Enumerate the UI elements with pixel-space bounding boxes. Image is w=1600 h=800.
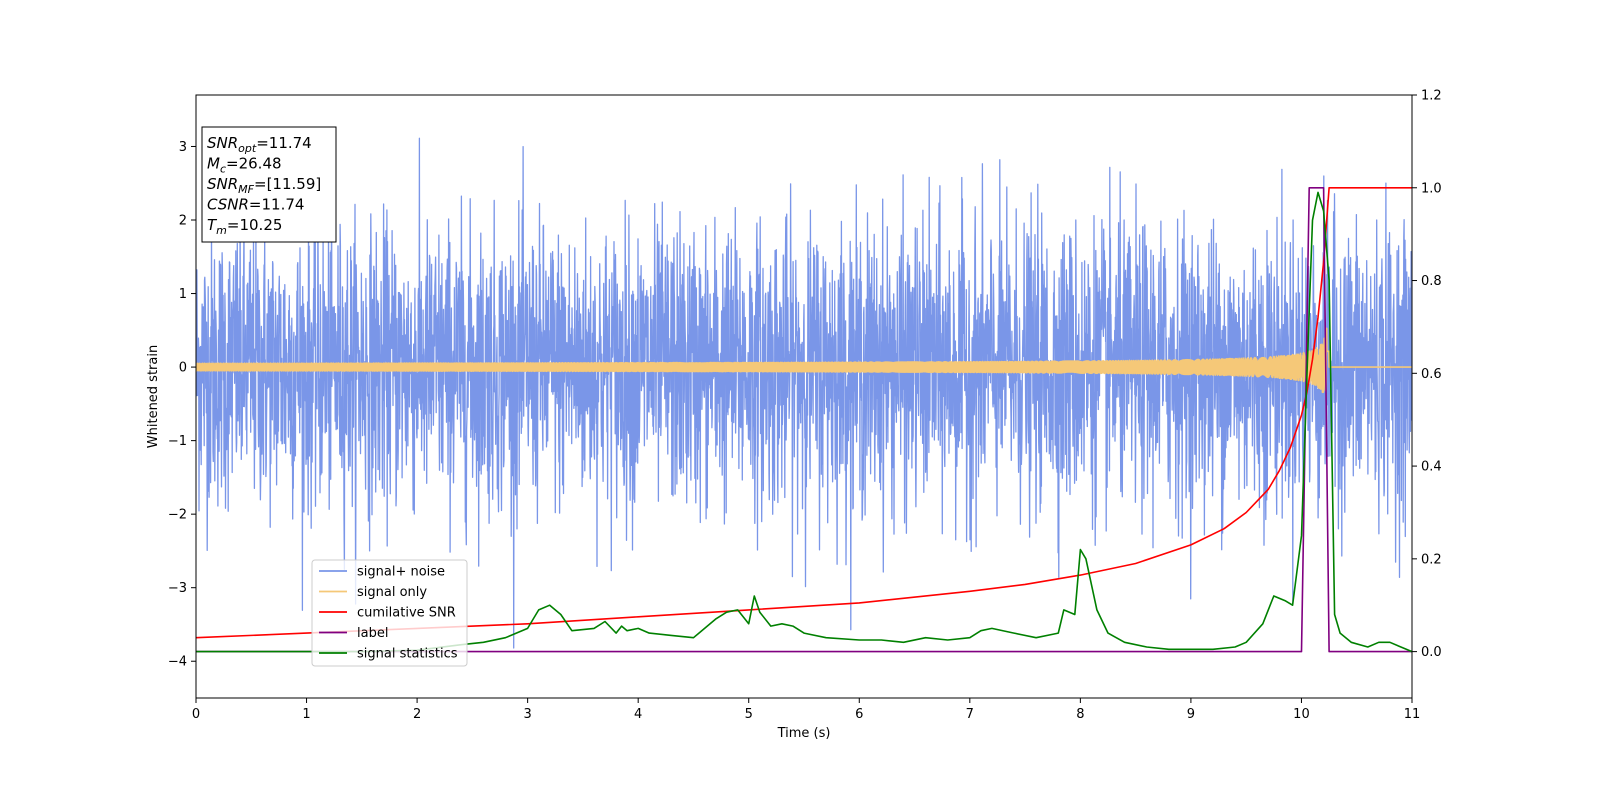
x-tick-label: 1	[302, 707, 310, 722]
y2-tick-label: 0.2	[1421, 552, 1442, 567]
annotation-line: Mc=26.48	[207, 155, 282, 176]
y-tick-label: 3	[179, 140, 187, 155]
annotation-value: =11.74	[249, 196, 305, 214]
x-tick-label: 3	[523, 707, 531, 722]
annotation-line: SNRMF=[11.59]	[207, 175, 321, 196]
y2-tick-label: 0.0	[1421, 645, 1442, 660]
legend-label: cumilative SNR	[357, 606, 456, 621]
y-tick-label: −3	[168, 581, 187, 596]
series-line-signal-only	[196, 327, 1412, 394]
series-layer	[196, 137, 1412, 653]
annotation-value: =10.25	[227, 216, 283, 234]
legend-label: signal only	[357, 585, 427, 600]
series-line-label	[196, 187, 1412, 653]
x-tick-label: 9	[1187, 707, 1195, 722]
y2-tick-label: 1.2	[1421, 89, 1442, 104]
x-tick-label: 8	[1076, 707, 1084, 722]
annotation-symbol: SNR	[207, 134, 238, 152]
annotation-symbol: M	[207, 155, 220, 173]
series-line-signal-statistics	[196, 191, 1412, 653]
y2-tick-label: 1.0	[1421, 181, 1442, 196]
x-axis: 0 1 2 3 4 5 6 7 8 9 10 11	[192, 698, 1420, 722]
legend-frame	[311, 559, 468, 667]
legend: signal+ noise signal only cumilative SNR la…	[311, 559, 468, 667]
annotation-symbol: CSNR	[207, 196, 249, 214]
annotation-value: =26.48	[226, 155, 282, 173]
annotation-value: =11.74	[256, 134, 312, 152]
legend-label: signal statistics	[357, 647, 458, 662]
annotation-line: Tm=10.25	[207, 216, 282, 237]
x-tick-label: 5	[745, 707, 753, 722]
plot-frame	[195, 94, 1413, 699]
x-tick-label: 0	[192, 707, 200, 722]
y-axis-right: 0.0 0.2 0.4 0.6 0.8 1.0 1.2	[1412, 89, 1442, 660]
x-tick-label: 11	[1404, 707, 1421, 722]
legend-label: signal+ noise	[357, 565, 445, 580]
y-tick-label: −4	[168, 655, 187, 670]
annotation-line: SNRopt=11.74	[207, 134, 312, 155]
annotation-line: CSNR=11.74	[207, 196, 304, 214]
y2-tick-label: 0.8	[1421, 274, 1442, 289]
x-tick-label: 4	[634, 707, 642, 722]
x-tick-label: 7	[966, 707, 974, 722]
y2-tick-label: 0.4	[1421, 460, 1442, 475]
annotation-subscript: MF	[238, 183, 254, 196]
x-tick-label: 2	[413, 707, 421, 722]
y-axis-left: −4 −3 −2 −1 0 1 2 3	[168, 140, 196, 670]
y-tick-label: 0	[179, 361, 187, 376]
annotation-subscript: m	[216, 224, 227, 237]
annotation-value: =[11.59]	[254, 175, 321, 193]
stats-annotation-box: SNRopt=11.74Mc=26.48SNRMF=[11.59]CSNR=11…	[201, 126, 337, 243]
x-axis-title: Time (s)	[777, 726, 831, 741]
x-tick-label: 10	[1293, 707, 1310, 722]
y-tick-label: 2	[179, 214, 187, 229]
annotation-subscript: c	[220, 163, 226, 176]
annotation-subscript: opt	[238, 142, 257, 155]
y-axis-title: Whitened strain	[146, 345, 161, 448]
y2-tick-label: 0.6	[1421, 367, 1442, 382]
y-tick-label: −2	[168, 508, 187, 523]
annotation-symbol: SNR	[207, 175, 238, 193]
legend-label: label	[357, 626, 388, 641]
y-tick-label: −1	[168, 434, 187, 449]
x-tick-label: 6	[855, 707, 863, 722]
annotation-symbol: T	[207, 216, 218, 234]
annotation-frame	[201, 126, 337, 243]
series-line-cumilative-snr	[196, 187, 1412, 639]
y-tick-label: 1	[179, 287, 187, 302]
